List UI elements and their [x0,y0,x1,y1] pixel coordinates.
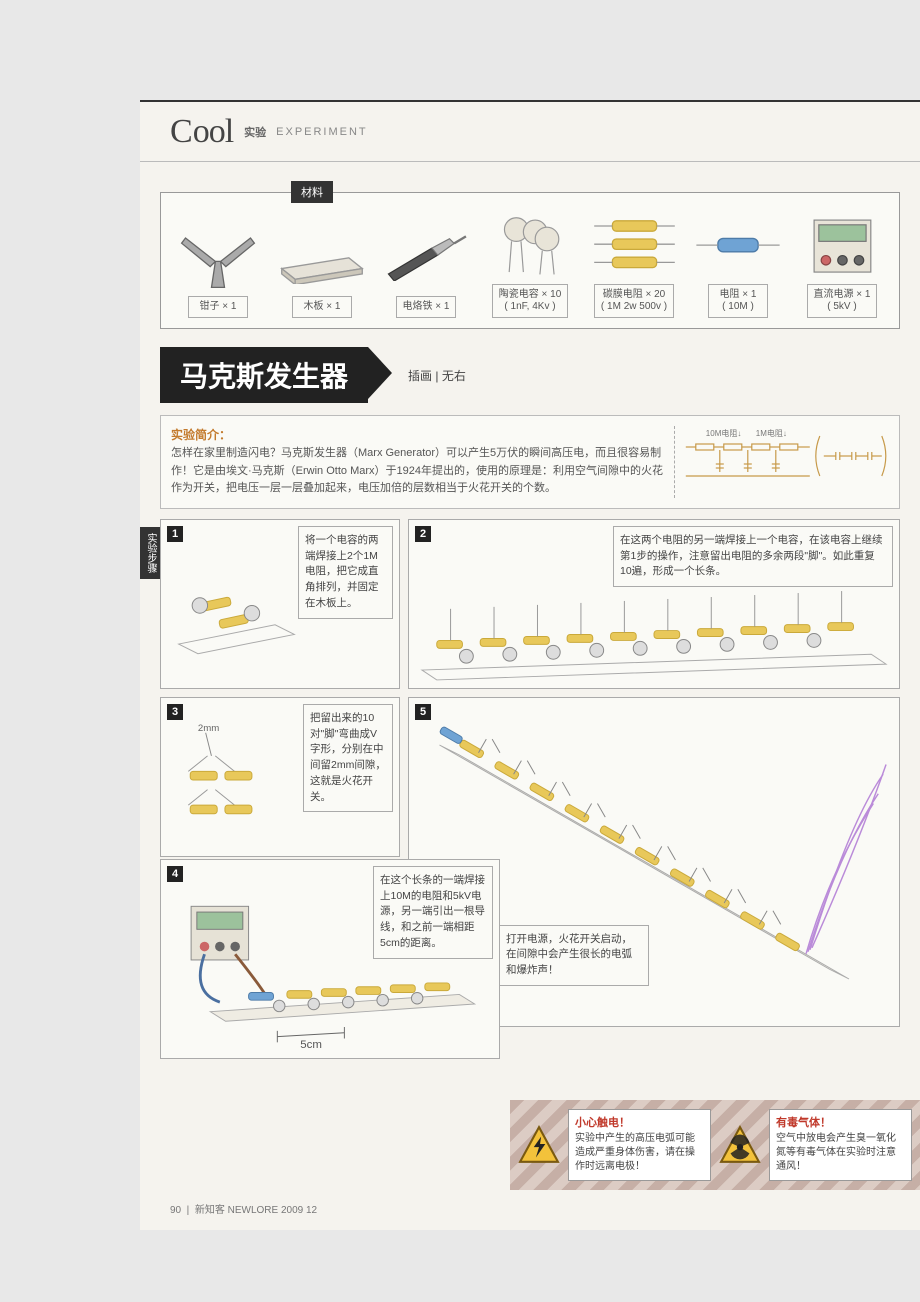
material-power-supply: 直流电源 × 1 ( 5kV ) [795,213,889,318]
step-2: 2 在这两个电阻的另一端焊接上一个电容，在该电容上继续第1步的操作，注意留出电阻… [408,519,900,689]
material-label: 钳子 × 1 [188,296,248,318]
materials-tag: 材料 [291,181,333,203]
step-4-text: 在这个长条的一端焊接上10M的电阻和5kV电源，另一端引出一根导线，和之前一端相… [373,866,493,959]
toxic-warning-icon [719,1124,761,1166]
step-4: 4 在这个长条的一端焊接上10M的电阻和5kV电源，另一端引出一根导线，和之前一… [160,859,500,1059]
power-supply-icon [795,213,889,278]
material-label: 木板 × 1 [292,296,352,318]
section-label-cn: 实验 [244,124,266,140]
step-number: 1 [167,526,183,542]
page-number: 90 [170,1205,181,1216]
byline-label: 插画 [408,369,432,383]
warning-shock: 小心触电！ 实验中产生的高压电弧可能造成严重身体伤害，请在操作时远离电极！ [568,1109,711,1180]
material-10m-resistor: 电阻 × 1 ( 10M ) [691,213,785,318]
step-1-text: 将一个电容的两端焊接上2个1M电阻，把它成直角排列，并固定在木板上。 [298,526,393,619]
warning-body: 实验中产生的高压电弧可能造成严重身体伤害，请在操作时远离电极！ [575,1132,704,1174]
diag-label-10m: 10M电阻↓ [706,428,742,438]
publication-info: 新知客 NEWLORE 2009 12 [195,1205,317,1216]
material-label: 碳膜电阻 × 20 ( 1M 2w 500v ) [594,284,674,318]
section-label-en: EXPERIMENT [276,126,368,138]
step-number: 5 [415,704,431,720]
svg-text:5cm: 5cm [300,1039,322,1050]
board-icon [275,225,369,290]
page-footer: 90 | 新知客 NEWLORE 2009 12 [170,1201,317,1216]
step-2-text: 在这两个电阻的另一端焊接上一个电容，在该电容上继续第1步的操作，注意留出电阻的多… [613,526,893,587]
step-3-illustration: 2mm [169,706,304,856]
warning-title: 小心触电！ [575,1116,704,1131]
resistor-stack-icon [587,213,681,278]
warning-zone: 小心触电！ 实验中产生的高压电弧可能造成严重身体伤害，请在操作时远离电极！ 有毒… [510,1100,920,1190]
blue-resistor-icon [691,213,785,278]
intro-circuit-diagram: 10M电阻↓ 1M电阻↓ [674,426,889,498]
material-board: 木板 × 1 [275,225,369,318]
section-logo: Cool [170,113,234,151]
capacitor-icon [483,213,577,278]
shock-warning-icon [518,1124,560,1166]
steps-row-1: 1 将一个电容的两端焊接上2个1M电阻，把它成直角排列，并固定在木板上。 2 在… [160,519,900,689]
step-number: 4 [167,866,183,882]
pliers-icon [171,225,265,290]
material-capacitors: 陶瓷电容 × 10 ( 1nF, 4Kv ) [483,213,577,318]
article-title-bar: 马克斯发生器 插画 | 无右 [160,347,920,403]
step-1: 1 将一个电容的两端焊接上2个1M电阻，把它成直角排列，并固定在木板上。 [160,519,400,689]
solder-iron-icon [379,225,473,290]
material-label: 直流电源 × 1 ( 5kV ) [807,284,878,318]
step-3: 3 把留出来的10对"脚"弯曲成V字形，分别在中间留2mm间隙，这就是火花开关。… [160,697,400,857]
step-1-illustration [169,528,304,683]
magazine-page: Cool 实验 EXPERIMENT 材料 钳子 × 1 木板 × 1 电烙铁 … [140,100,920,1230]
step-number: 3 [167,704,183,720]
material-carbon-resistors: 碳膜电阻 × 20 ( 1M 2w 500v ) [587,213,681,318]
intro-panel: 实验简介： 怎样在家里制造闪电？马克斯发生器（Marx Generator）可以… [160,415,900,509]
step-2-illustration [417,578,891,693]
step-5-text: 打开电源，火花开关启动，在间隙中会产生很长的电弧和爆炸声！ [499,925,649,986]
article-byline: 插画 | 无右 [408,367,466,384]
material-pliers: 钳子 × 1 [171,225,265,318]
warning-title: 有毒气体！ [776,1116,905,1131]
materials-panel: 材料 钳子 × 1 木板 × 1 电烙铁 × 1 [160,192,900,329]
page-header: Cool 实验 EXPERIMENT [140,102,920,162]
material-label: 陶瓷电容 × 10 ( 1nF, 4Kv ) [492,284,569,318]
diag-label-1m: 1M电阻↓ [756,428,787,438]
material-label: 电阻 × 1 ( 10M ) [708,284,768,318]
steps-side-tab: 实验步骤 [140,527,161,579]
material-solder-iron: 电烙铁 × 1 [379,225,473,318]
material-label: 电烙铁 × 1 [396,296,457,318]
svg-text:2mm: 2mm [198,723,219,734]
byline-author: 无右 [442,369,466,383]
steps-area: 实验步骤 1 将一个电容的两端焊接上2个1M电阻，把它成直角排列，并固定在木板上… [160,519,900,1027]
intro-text: 实验简介： 怎样在家里制造闪电？马克斯发生器（Marx Generator）可以… [171,426,664,498]
warning-body: 空气中放电会产生臭一氧化氮等有毒气体在实验时注意通风！ [776,1132,905,1174]
intro-heading: 实验简介： [171,426,664,445]
intro-body: 怎样在家里制造闪电？马克斯发生器（Marx Generator）可以产生5万伏的… [171,445,664,498]
step-3-text: 把留出来的10对"脚"弯曲成V字形，分别在中间留2mm间隙，这就是火花开关。 [303,704,393,813]
warning-toxic: 有毒气体！ 空气中放电会产生臭一氧化氮等有毒气体在实验时注意通风！ [769,1109,912,1180]
article-title: 马克斯发生器 [160,347,368,403]
step-number: 2 [415,526,431,542]
